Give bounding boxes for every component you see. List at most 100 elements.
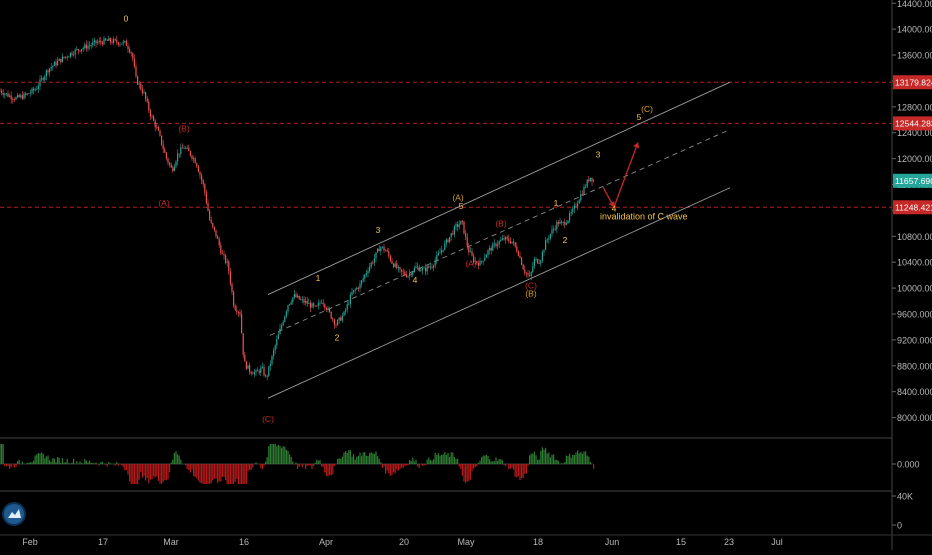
candle-body xyxy=(531,272,532,276)
candle-body xyxy=(348,304,349,305)
annotation-text[interactable]: invalidation of C wave xyxy=(600,211,688,221)
candle[interactable] xyxy=(233,290,234,308)
wave-label[interactable]: 1 xyxy=(554,198,559,208)
candle-body xyxy=(582,194,583,195)
wave-label[interactable]: 0 xyxy=(124,13,129,23)
oscillator-bar xyxy=(519,464,520,480)
oscillator-bar xyxy=(247,464,248,471)
candle[interactable] xyxy=(284,315,285,322)
candle[interactable] xyxy=(268,366,269,377)
candle[interactable] xyxy=(246,361,247,370)
oscillator-bar xyxy=(366,456,367,464)
candle[interactable] xyxy=(460,221,461,225)
wave-label[interactable]: 2 xyxy=(335,333,340,343)
candle[interactable] xyxy=(343,311,344,317)
candle[interactable] xyxy=(271,355,272,366)
candle-body xyxy=(401,269,402,271)
oscillator-bar xyxy=(387,464,388,471)
candle-body xyxy=(139,84,140,85)
oscillator-bar xyxy=(460,464,461,469)
y-tick-label: 14400.000 xyxy=(897,0,932,9)
wave-label[interactable]: (B) xyxy=(178,123,190,133)
candle-body xyxy=(540,261,541,264)
candle[interactable] xyxy=(331,311,332,319)
candle-body xyxy=(347,304,348,310)
oscillator-bar xyxy=(427,460,428,464)
candle-body xyxy=(415,267,416,268)
candle[interactable] xyxy=(521,257,522,266)
oscillator-bar xyxy=(71,463,72,464)
candle-body xyxy=(380,247,381,251)
oscillator-bar xyxy=(580,452,581,464)
candle-body xyxy=(395,263,396,267)
candle-body xyxy=(63,57,64,58)
candle-body xyxy=(495,243,496,246)
wave-label[interactable]: 4 xyxy=(413,275,418,285)
candle-body xyxy=(323,303,324,304)
wave-label[interactable]: (B) xyxy=(495,219,507,229)
candle[interactable] xyxy=(587,179,588,188)
app-logo-icon[interactable] xyxy=(4,504,24,524)
candle-body xyxy=(361,281,362,284)
oscillator-bar xyxy=(252,464,253,467)
x-tick-label: Feb xyxy=(22,537,38,547)
candle-body xyxy=(447,239,448,242)
candle[interactable] xyxy=(121,44,122,45)
oscillator-bar xyxy=(441,455,442,464)
candle-body xyxy=(204,184,205,192)
candle-body xyxy=(44,76,45,80)
wave-label[interactable]: (A) xyxy=(465,259,477,269)
candle-body xyxy=(409,274,410,277)
oscillator-bar xyxy=(7,464,8,466)
oscillator-bar xyxy=(84,459,85,464)
oscillator-bar xyxy=(55,462,56,464)
oscillator-bar xyxy=(513,464,514,470)
wave-label[interactable]: (C) xyxy=(641,104,653,114)
wave-label[interactable]: (A) xyxy=(158,198,170,208)
candle-body xyxy=(577,204,578,207)
candle-body xyxy=(499,241,500,244)
wave-label[interactable]: 3 xyxy=(376,225,381,235)
candle[interactable] xyxy=(463,221,464,234)
oscillator-bar xyxy=(503,464,504,465)
candle-body xyxy=(359,284,360,289)
price-label-text: 11248.421 xyxy=(895,202,932,212)
oscillator-bar xyxy=(372,453,373,464)
wave-label[interactable]: 3 xyxy=(596,149,601,159)
oscillator-bar xyxy=(36,454,37,464)
wave-label[interactable]: 2 xyxy=(563,235,568,245)
oscillator-bar xyxy=(12,464,13,465)
candle-body xyxy=(383,247,384,251)
candle-body xyxy=(70,53,71,57)
candle-body xyxy=(492,244,493,251)
x-tick-label: May xyxy=(457,537,475,547)
candle[interactable] xyxy=(299,296,300,300)
oscillator-bar xyxy=(156,464,157,476)
oscillator-bar xyxy=(286,450,287,464)
candle-body xyxy=(318,303,319,306)
wave-label[interactable]: (C) xyxy=(262,414,274,424)
candle-body xyxy=(22,95,23,99)
candle-body xyxy=(38,86,39,89)
y-tick-label: 12800.000 xyxy=(897,102,932,112)
candle-body xyxy=(99,41,100,42)
candle[interactable] xyxy=(247,365,248,369)
candle[interactable] xyxy=(161,135,162,146)
price-label-text: 13179.824 xyxy=(895,77,932,87)
candle-body xyxy=(559,222,560,224)
oscillator-bar xyxy=(177,454,178,464)
candle-body xyxy=(201,175,202,180)
candle[interactable] xyxy=(243,333,244,358)
candle[interactable] xyxy=(137,75,138,85)
oscillator-bar xyxy=(409,460,410,464)
wave-label[interactable]: (B) xyxy=(525,289,537,299)
wave-label[interactable]: 5 xyxy=(637,112,642,122)
wave-label[interactable]: 5 xyxy=(459,201,464,211)
candle-body xyxy=(254,372,255,374)
candle[interactable] xyxy=(337,319,338,326)
wave-label[interactable]: 1 xyxy=(316,273,321,283)
oscillator-bar xyxy=(284,447,285,464)
y-tick-label: 10000.000 xyxy=(897,284,932,294)
